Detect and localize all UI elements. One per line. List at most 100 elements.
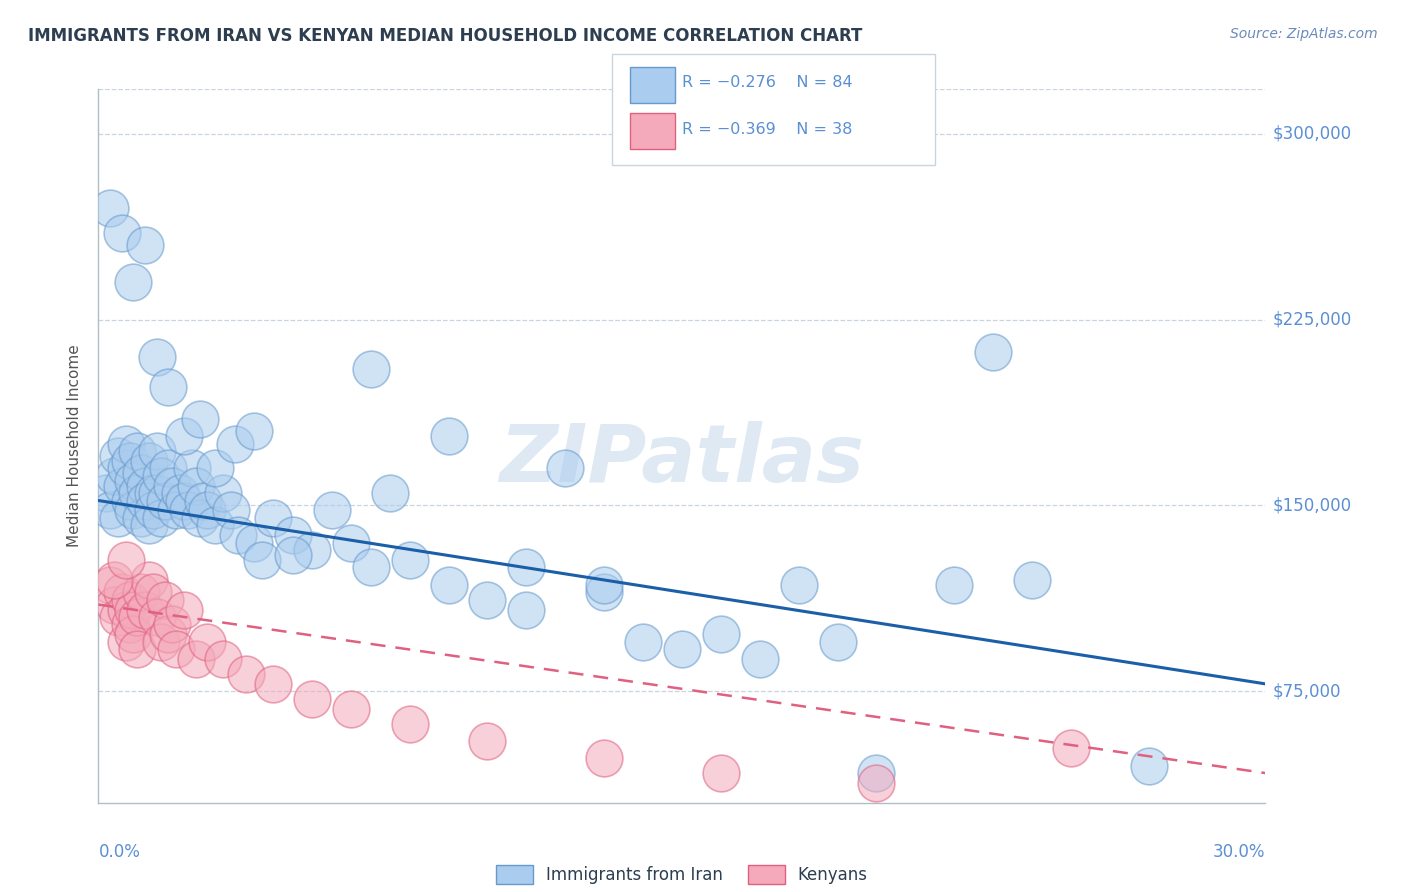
Text: 30.0%: 30.0%	[1213, 843, 1265, 861]
Point	[593, 585, 616, 599]
Point	[122, 602, 145, 616]
Legend: Immigrants from Iran, Kenyans: Immigrants from Iran, Kenyans	[489, 858, 875, 891]
Point	[243, 535, 266, 549]
Point	[118, 592, 141, 607]
Point	[281, 528, 304, 542]
Point	[129, 467, 152, 481]
Point	[169, 486, 191, 500]
Point	[122, 627, 145, 641]
Point	[710, 766, 733, 780]
Point	[787, 578, 810, 592]
Point	[146, 486, 169, 500]
Point	[149, 468, 172, 483]
Point	[127, 610, 149, 624]
Point	[98, 578, 121, 592]
Point	[748, 652, 770, 666]
Point	[219, 503, 242, 517]
Point	[865, 776, 887, 790]
Point	[224, 436, 246, 450]
Point	[250, 553, 273, 567]
Point	[827, 634, 849, 648]
Text: IMMIGRANTS FROM IRAN VS KENYAN MEDIAN HOUSEHOLD INCOME CORRELATION CHART: IMMIGRANTS FROM IRAN VS KENYAN MEDIAN HO…	[28, 27, 862, 45]
Point	[162, 478, 184, 492]
Point	[865, 766, 887, 780]
Point	[981, 344, 1004, 359]
Point	[127, 486, 149, 500]
Point	[142, 486, 165, 500]
Point	[235, 667, 257, 681]
Point	[593, 578, 616, 592]
Point	[114, 461, 136, 475]
Point	[134, 493, 156, 508]
Point	[437, 429, 460, 443]
Point	[477, 734, 499, 748]
Point	[134, 238, 156, 252]
Point	[321, 503, 343, 517]
Text: $150,000: $150,000	[1272, 497, 1351, 515]
Point	[515, 602, 537, 616]
Point	[111, 478, 134, 492]
Point	[157, 461, 180, 475]
Point	[118, 493, 141, 508]
Point	[188, 411, 211, 425]
Point	[204, 461, 226, 475]
Point	[146, 350, 169, 364]
Point	[146, 444, 169, 458]
Point	[437, 578, 460, 592]
Point	[111, 585, 134, 599]
Point	[127, 444, 149, 458]
Point	[118, 454, 141, 468]
Point	[103, 573, 125, 587]
Text: $300,000: $300,000	[1272, 125, 1351, 143]
Point	[195, 634, 218, 648]
Point	[98, 201, 121, 215]
Point	[243, 424, 266, 438]
Point	[114, 634, 136, 648]
Point	[360, 560, 382, 574]
Point	[127, 642, 149, 657]
Point	[515, 560, 537, 574]
Point	[1137, 758, 1160, 772]
Point	[943, 578, 966, 592]
Point	[173, 429, 195, 443]
Point	[142, 585, 165, 599]
Point	[149, 511, 172, 525]
Point	[107, 610, 129, 624]
Point	[153, 592, 176, 607]
Point	[204, 518, 226, 533]
Point	[173, 602, 195, 616]
Point	[1021, 573, 1043, 587]
Point	[107, 511, 129, 525]
Point	[114, 436, 136, 450]
Point	[138, 518, 160, 533]
Point	[228, 528, 250, 542]
Point	[165, 642, 187, 657]
Text: ZIPatlas: ZIPatlas	[499, 421, 865, 500]
Point	[671, 642, 693, 657]
Point	[301, 691, 323, 706]
Point	[177, 503, 200, 517]
Point	[111, 226, 134, 240]
Point	[134, 478, 156, 492]
Point	[146, 610, 169, 624]
Point	[162, 617, 184, 632]
Text: Source: ZipAtlas.com: Source: ZipAtlas.com	[1230, 27, 1378, 41]
Point	[114, 602, 136, 616]
Point	[593, 751, 616, 765]
Point	[134, 602, 156, 616]
Point	[138, 573, 160, 587]
Point	[118, 617, 141, 632]
Point	[138, 454, 160, 468]
Point	[710, 627, 733, 641]
Point	[103, 598, 125, 612]
Point	[153, 493, 176, 508]
Point	[212, 652, 235, 666]
Point	[378, 486, 402, 500]
Point	[122, 276, 145, 290]
Point	[340, 535, 363, 549]
Point	[157, 627, 180, 641]
Point	[1060, 741, 1083, 756]
Point	[157, 379, 180, 393]
Point	[98, 503, 121, 517]
Point	[360, 362, 382, 376]
